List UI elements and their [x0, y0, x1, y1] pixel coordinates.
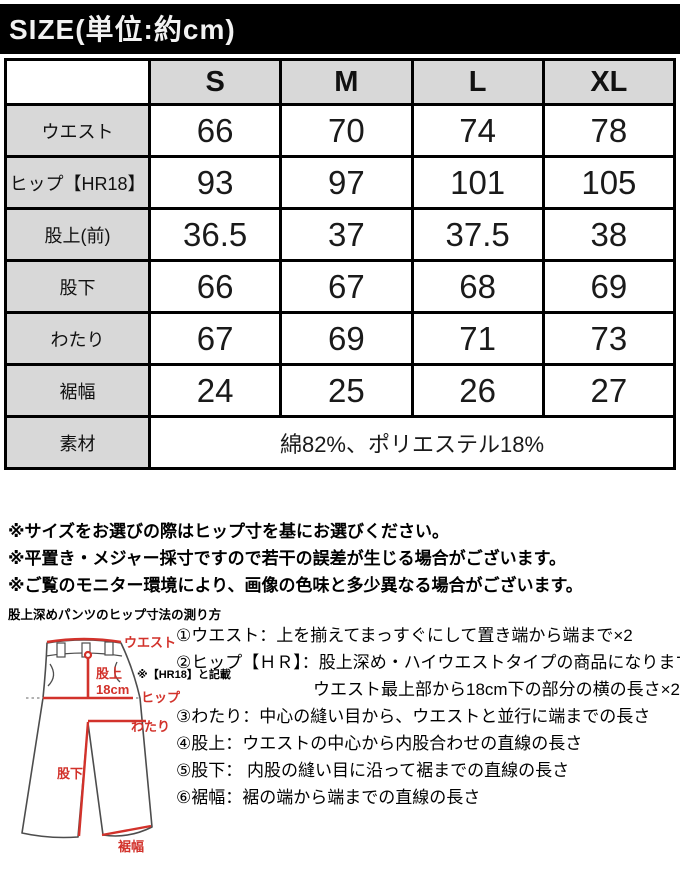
cell-thigh-s: 67 — [147, 311, 283, 366]
corner-cell — [4, 58, 151, 106]
table-row-hem-width: 裾幅 24 25 26 27 — [4, 363, 677, 418]
hr18-note: ※【HR18】と記載 — [137, 669, 231, 681]
table-row-thigh: わたり 67 69 71 73 — [4, 311, 677, 366]
hem-measure-line — [101, 824, 152, 837]
page-title: SIZE(単位:約cm) — [9, 14, 236, 45]
thigh-label: わたり — [131, 719, 170, 734]
row-label-thigh: わたり — [4, 311, 151, 366]
cell-waist-l: 74 — [410, 103, 545, 158]
table-row-front-rise: 股上(前) 36.5 37 37.5 38 — [4, 207, 677, 262]
cell-rise-xl: 38 — [541, 207, 677, 262]
measure-guide-list: ①ウエスト：上を揃えてまっすぐにして置き端から端まで×2 ②ヒップ【ＨＲ】：股上… — [176, 622, 680, 811]
rise-anchor-dot — [83, 650, 93, 660]
table-row-material: 素材 綿82%、ポリエステル18% — [4, 415, 676, 470]
belt-loop — [104, 641, 114, 656]
cell-hem-m: 25 — [279, 363, 414, 418]
waist-measure-line — [46, 637, 122, 644]
guide-item-inseam: ⑤股下： 内股の縫い目に沿って裾までの直線の長さ — [176, 761, 570, 780]
cell-inseam-m: 67 — [279, 259, 414, 314]
size-col-m: M — [279, 58, 414, 106]
table-row-inseam: 股下 66 67 68 69 — [4, 259, 677, 314]
size-table: S M L XL ウエスト 66 70 74 78 ヒップ【HR18】 93 9… — [4, 58, 677, 470]
cell-rise-l: 37.5 — [410, 207, 545, 262]
note-line: ※平置き・メジャー採寸ですので若干の誤差が生じる場合がございます。 — [8, 549, 566, 568]
belt-loop — [56, 642, 66, 658]
row-label-inseam: 股下 — [4, 259, 151, 314]
pants-outline — [21, 639, 153, 839]
waist-label: ウエスト — [124, 635, 176, 650]
cell-inseam-s: 66 — [147, 259, 283, 314]
cell-hem-xl: 27 — [541, 363, 677, 418]
inseam-label: 股下 — [57, 766, 83, 781]
size-col-l: L — [410, 58, 545, 106]
hip-label: ヒップ — [141, 690, 181, 705]
cell-thigh-xl: 73 — [541, 311, 677, 366]
row-label-hip: ヒップ【HR18】 — [4, 155, 151, 210]
cell-waist-m: 70 — [279, 103, 414, 158]
size-col-s: S — [147, 58, 283, 106]
size-header-row: S M L XL — [4, 58, 677, 106]
cell-hip-s: 93 — [147, 155, 283, 210]
row-label-material: 素材 — [4, 415, 151, 470]
waistband-line — [45, 652, 123, 657]
size-title-bar: SIZE(単位:約cm) — [0, 4, 680, 54]
cell-inseam-xl: 69 — [541, 259, 677, 314]
cell-hem-l: 26 — [410, 363, 545, 418]
cell-rise-m: 37 — [279, 207, 414, 262]
cell-hip-xl: 105 — [541, 155, 677, 210]
cell-hip-l: 101 — [410, 155, 545, 210]
cell-thigh-m: 69 — [279, 311, 414, 366]
belt-loop — [81, 642, 91, 658]
guide-item-hem: ⑥裾幅：裾の端から端までの直線の長さ — [176, 788, 481, 807]
guide-item-rise: ④股上：ウエストの中心から内股合わせの直線の長さ — [176, 734, 583, 753]
cell-hip-m: 97 — [279, 155, 414, 210]
cell-rise-s: 36.5 — [147, 207, 283, 262]
pocket-curve-left — [47, 663, 55, 687]
cell-thigh-l: 71 — [410, 311, 545, 366]
row-label-front-rise: 股上(前) — [4, 207, 151, 262]
cell-material-value: 綿82%、ポリエステル18% — [148, 415, 676, 470]
disclaimer-notes: ※サイズをお選びの際はヒップ寸を基にお選びください。 ※平置き・メジャー採寸です… — [8, 518, 672, 599]
cell-waist-s: 66 — [147, 103, 283, 158]
pocket-curve-right — [113, 661, 121, 683]
table-row-hip: ヒップ【HR18】 93 97 101 105 — [4, 155, 677, 210]
inseam-measure-line — [77, 721, 90, 837]
guide-item-waist: ①ウエスト：上を揃えてまっすぐにして置き端から端まで×2 — [176, 626, 633, 645]
guide-item-thigh: ③わたり：中心の縫い目から、ウエストと並行に端までの長さ — [176, 707, 651, 726]
cell-inseam-l: 68 — [410, 259, 545, 314]
hem-label: 裾幅 — [118, 839, 144, 854]
note-line: ※ご覧のモニター環境により、画像の色味と多少異なる場合がございます。 — [8, 576, 583, 595]
guide-item-hip: ②ヒップ【ＨＲ】：股上深め・ハイウエストタイプの商品になります。 — [176, 653, 680, 672]
row-label-hem-width: 裾幅 — [4, 363, 151, 418]
cell-hem-s: 24 — [147, 363, 283, 418]
guide-item-hip-cont: ウエスト最上部から18cm下の部分の横の長さ×2 — [313, 680, 680, 699]
row-label-waist: ウエスト — [4, 103, 151, 158]
table-row-waist: ウエスト 66 70 74 78 — [4, 103, 677, 158]
rise-value-label: 18cm — [96, 682, 129, 697]
cell-waist-xl: 78 — [541, 103, 677, 158]
size-col-xl: XL — [541, 58, 677, 106]
measure-guide-heading: 股上深めパンツのヒップ寸法の測り方 — [8, 608, 222, 622]
note-line: ※サイズをお選びの際はヒップ寸を基にお選びください。 — [8, 522, 450, 541]
rise-label: 股上 — [96, 666, 122, 681]
